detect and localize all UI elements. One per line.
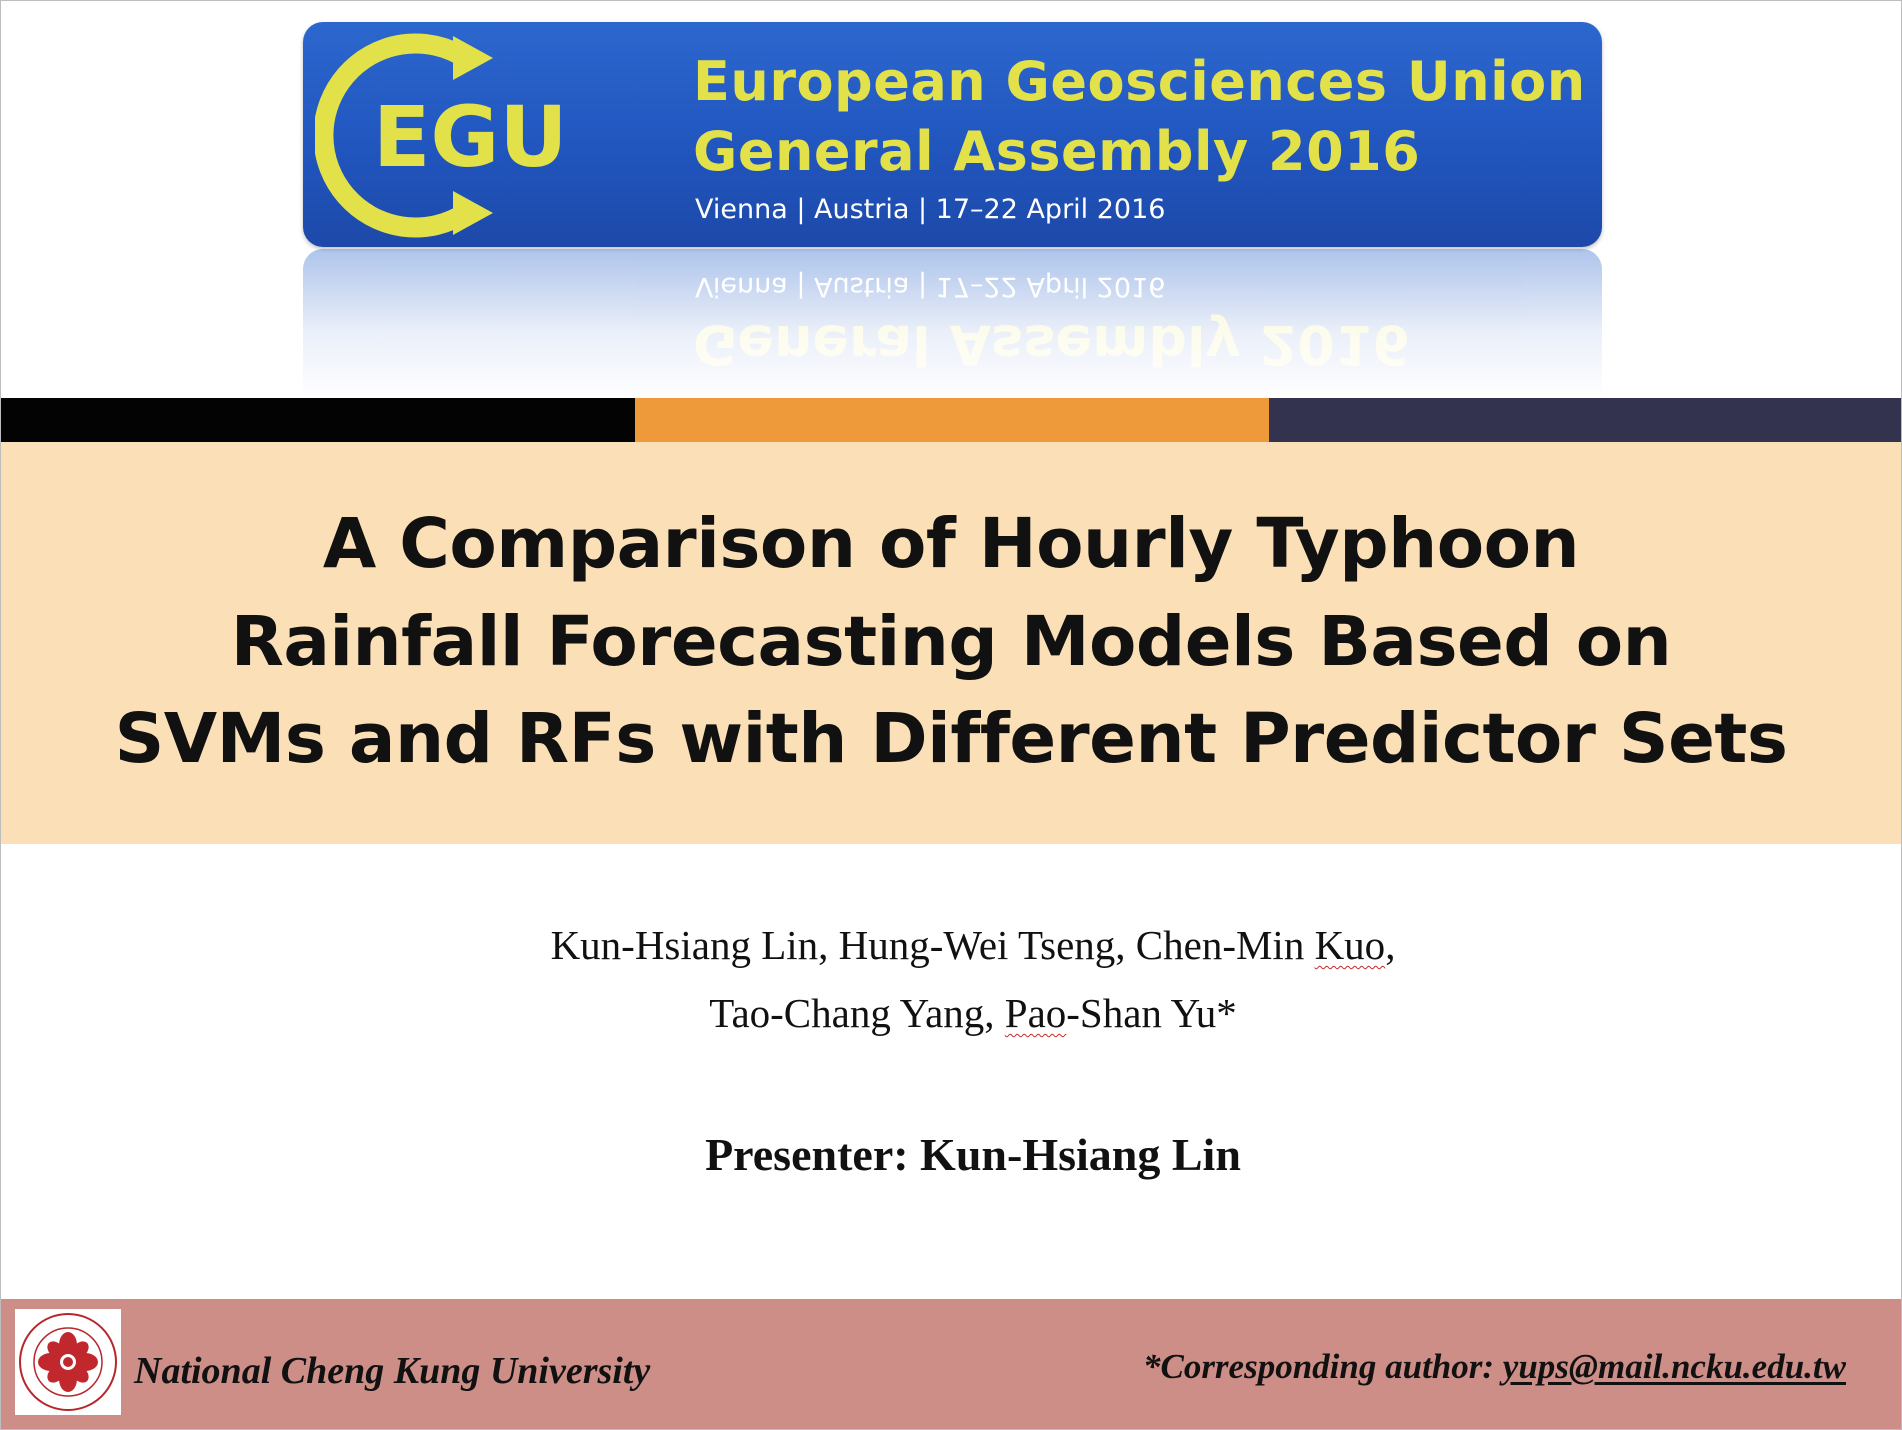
ncku-seal-icon xyxy=(15,1309,121,1415)
spellcheck-flag: Kuo xyxy=(1314,922,1386,968)
university-name: National Cheng Kung University xyxy=(134,1350,651,1392)
egu-banner: EGU European Geosciences Union General A… xyxy=(303,22,1602,247)
authors-line-2: Tao-Chang Yang, Pao-Shan Yu* xyxy=(709,990,1237,1036)
authors-line-1: Kun-Hsiang Lin, Hung-Wei Tseng, Chen-Min… xyxy=(550,922,1396,968)
stripe-navy xyxy=(1269,398,1901,442)
svg-text:EGU: EGU xyxy=(373,88,568,186)
banner-title-line2: General Assembly 2016 xyxy=(693,120,1421,183)
email-link[interactable]: yups@mail.ncku.edu.tw xyxy=(1502,1347,1846,1386)
egu-logo-icon: EGU xyxy=(315,33,568,238)
title-band: A Comparison of Hourly Typhoon Rainfall … xyxy=(1,442,1901,844)
banner-subtitle: Vienna | Austria | 17–22 April 2016 xyxy=(695,194,1166,225)
spellcheck-flag: Pao xyxy=(1004,990,1067,1036)
footer-bar: National Cheng Kung University *Correspo… xyxy=(1,1299,1901,1429)
banner-title-line1: European Geosciences Union xyxy=(693,50,1586,113)
presenter: Presenter: Kun-Hsiang Lin xyxy=(705,1129,1241,1180)
stripe-orange xyxy=(635,398,1269,442)
stripe-black xyxy=(1,398,635,442)
title-line-1: A Comparison of Hourly Typhoon xyxy=(322,504,1580,584)
banner-reflection: General Assembly 2016 Vienna | Austria |… xyxy=(303,249,1602,399)
title-line-2: Rainfall Forecasting Models Based on xyxy=(230,602,1672,682)
corresponding-author: *Corresponding author: yups@mail.ncku.ed… xyxy=(1142,1347,1846,1386)
title-line-3: SVMs and RFs with Different Predictor Se… xyxy=(114,699,1788,779)
